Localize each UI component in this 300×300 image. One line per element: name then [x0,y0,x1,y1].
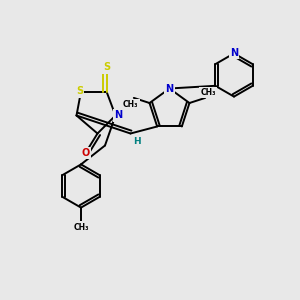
Text: CH₃: CH₃ [73,223,89,232]
Text: O: O [81,148,90,158]
Text: S: S [76,86,83,97]
Text: N: N [165,83,174,94]
Text: S: S [103,62,110,73]
Text: H: H [133,137,140,146]
Text: N: N [114,110,122,121]
Text: N: N [230,48,238,59]
Text: CH₃: CH₃ [123,100,139,109]
Text: CH₃: CH₃ [200,88,216,97]
